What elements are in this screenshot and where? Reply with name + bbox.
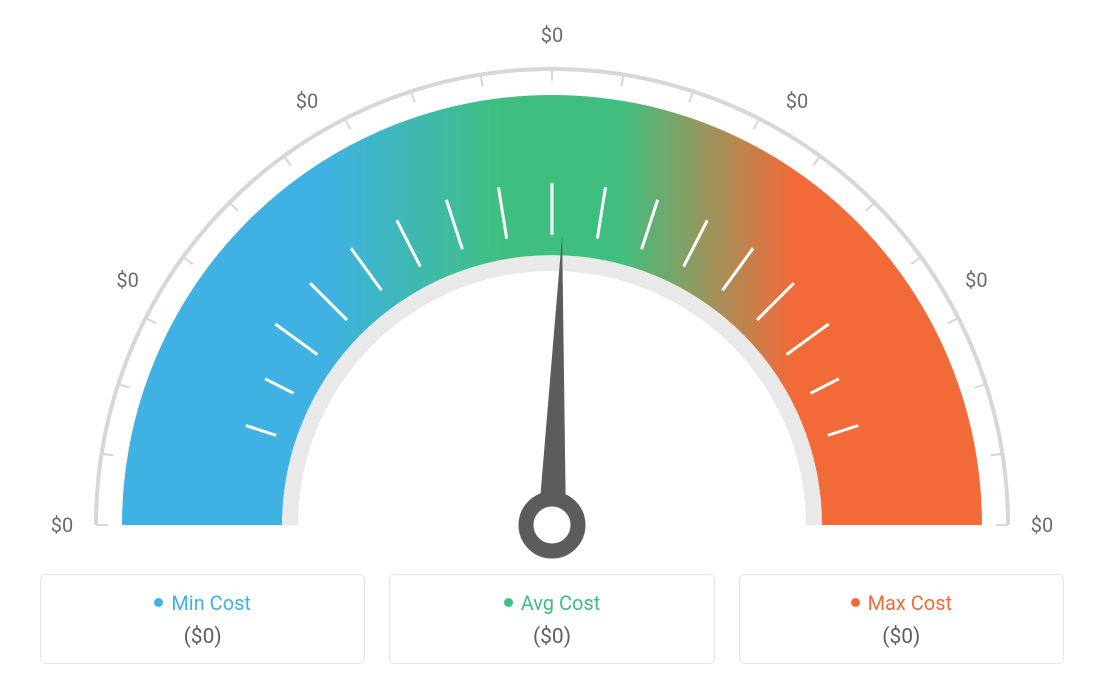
legend-label: Min Cost xyxy=(171,591,251,615)
gauge-scale-label: $0 xyxy=(786,89,808,113)
gauge-scale-label: $0 xyxy=(965,268,987,292)
legend-dot-icon xyxy=(154,598,163,607)
legend-title-max: Max Cost xyxy=(740,591,1063,615)
legend-value: ($0) xyxy=(41,625,364,649)
gauge-scale-label: $0 xyxy=(541,23,563,47)
legend-label: Max Cost xyxy=(868,591,953,615)
gauge-scale-label: $0 xyxy=(1031,513,1053,537)
legend-card-avg: Avg Cost ($0) xyxy=(389,574,714,664)
legend-dot-icon xyxy=(851,598,860,607)
gauge-chart: $0 $0 $0 $0 $0 $0 $0 xyxy=(52,0,1052,560)
legend-label: Avg Cost xyxy=(521,591,601,615)
legend-row: Min Cost ($0) Avg Cost ($0) Max Cost ($0) xyxy=(40,574,1064,664)
legend-title-avg: Avg Cost xyxy=(390,591,713,615)
gauge-scale-label: $0 xyxy=(116,268,138,292)
cost-gauge-container: $0$0$0$0$0$0$0 Min Cost($0)Avg Cost($0)M… xyxy=(0,0,1104,690)
legend-dot-icon xyxy=(504,598,513,607)
gauge-scale-label: $0 xyxy=(51,513,73,537)
legend-card-min: Min Cost ($0) xyxy=(40,574,365,664)
gauge-svg xyxy=(52,0,1052,560)
legend-title-min: Min Cost xyxy=(41,591,364,615)
gauge-scale-label: $0 xyxy=(296,89,318,113)
legend-value: ($0) xyxy=(390,625,713,649)
legend-value: ($0) xyxy=(740,625,1063,649)
legend-card-max: Max Cost ($0) xyxy=(739,574,1064,664)
